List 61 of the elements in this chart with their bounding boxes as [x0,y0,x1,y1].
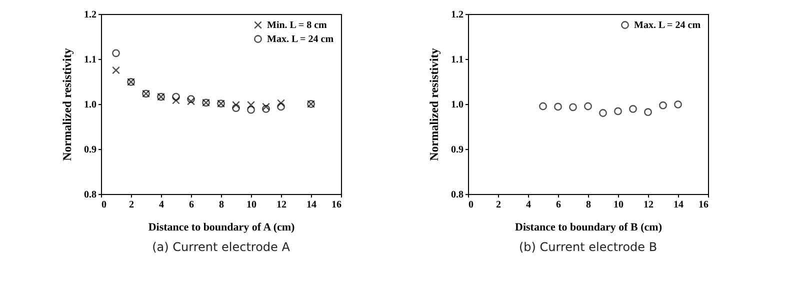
x-tick-label: 8 [586,200,591,210]
y-tick-label: 0.9 [451,144,464,156]
point [232,104,240,112]
legend-label: Min. L = 8 cm [267,20,328,31]
point [629,105,637,113]
x-tick-label: 2 [496,200,501,210]
x-tick-label: 6 [556,200,561,210]
point [599,109,607,117]
point [187,97,195,106]
x-tick-label: 16 [698,200,708,210]
point [277,99,285,108]
point [112,49,120,58]
y-tick-label: 1.2 [84,10,96,20]
point [112,66,120,74]
x-tick-label: 6 [189,200,194,210]
y-tick-label: 1.0 [451,100,464,110]
text: (a) Current electrode A [152,240,291,254]
y-tick-label: 1.0 [84,100,96,110]
text: (b) Current electrode B [518,240,658,254]
x-tick-label: 12 [644,200,654,210]
point [659,101,667,110]
point [247,100,255,109]
x-tick-label: 10 [614,200,624,210]
y-tick-label: 1.1 [84,54,96,66]
point [614,107,622,116]
x-tick-label: 10 [246,200,256,210]
y-tick-label: 1.1 [451,54,464,66]
y-axis-title: Normalized resistivity [427,48,441,161]
point [187,95,195,103]
x-tick-label: 14 [306,200,316,210]
legend-label: Max. L = 24 cm [634,20,702,31]
point [539,102,547,110]
point [277,102,285,111]
legend-label: Max. L = 24 cm [267,34,334,45]
point [674,100,682,108]
point [247,106,255,114]
x-tick-label: 8 [219,200,224,210]
x-tick-label: 16 [332,200,342,210]
x-tick-label: 2 [129,200,134,210]
x-tick-label: 14 [674,200,684,210]
y-tick-label: 0.8 [451,190,464,200]
x-tick-label: 0 [468,200,474,210]
x-tick-label: 12 [276,200,286,210]
x-tick-label: 4 [159,200,164,210]
point [172,92,180,101]
point [644,108,652,116]
x-axis-title: Distance to boundary of B (cm) [515,222,662,234]
point [262,105,270,113]
y-axis-title: Normalized resistivity [60,48,74,161]
y-tick-label: 0.8 [84,190,96,200]
y-tick-label: 1.2 [451,10,464,20]
point [584,102,592,110]
point [232,100,240,109]
point [172,96,180,104]
point [569,103,577,112]
y-tick-label: 0.9 [84,144,96,156]
point [262,102,270,111]
point [554,102,562,111]
x-tick-label: 4 [526,200,531,210]
x-axis-title: Distance to boundary of A (cm) [148,222,296,234]
x-tick-label: 0 [102,200,106,210]
